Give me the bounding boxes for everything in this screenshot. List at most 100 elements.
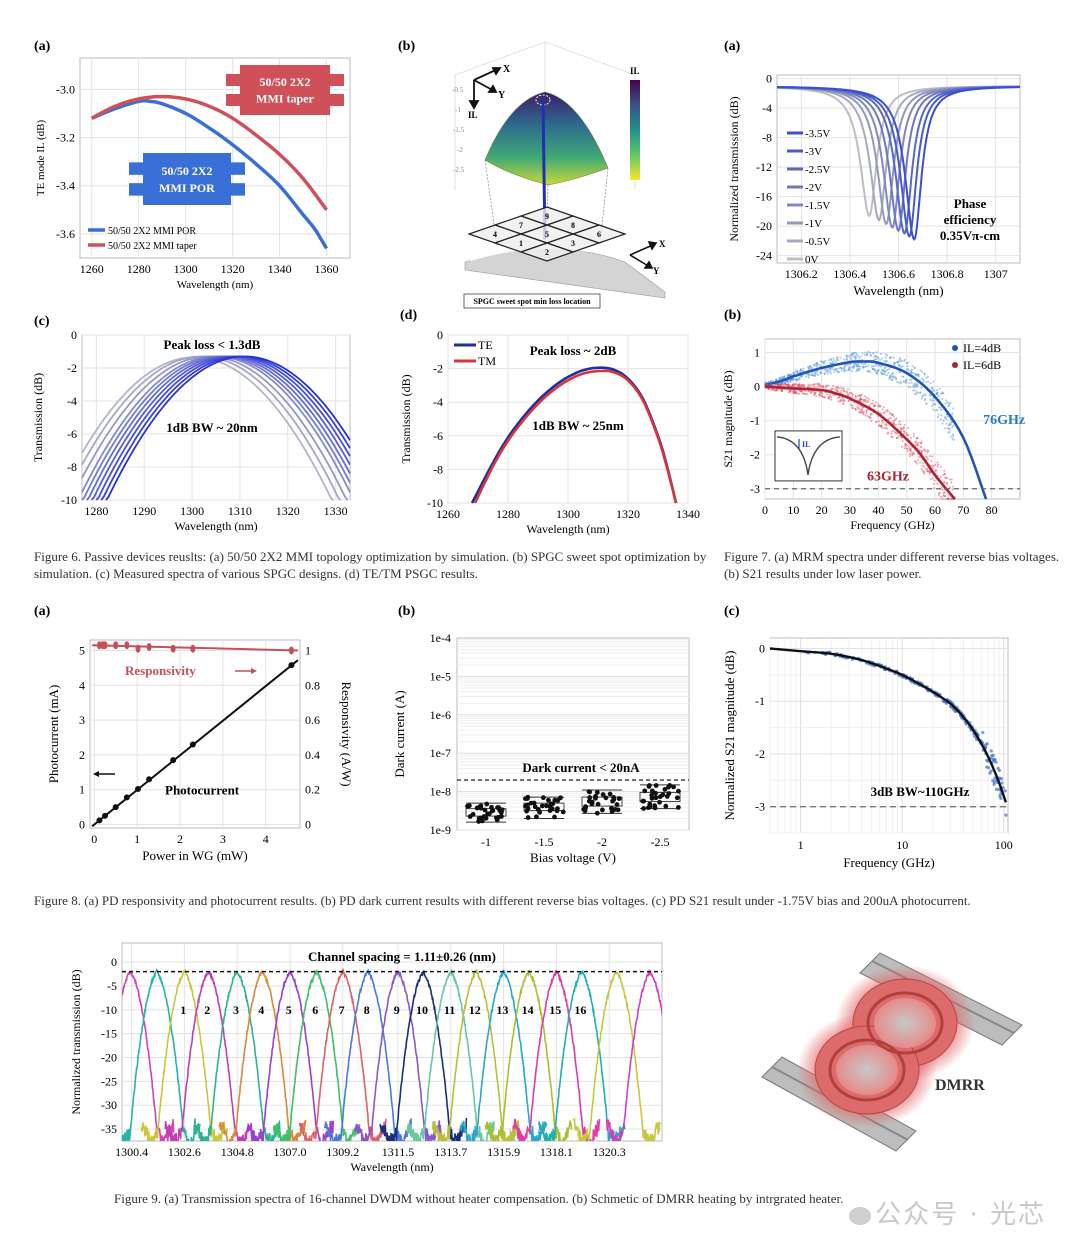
data-point bbox=[863, 354, 866, 357]
data-point bbox=[899, 371, 902, 374]
data-point bbox=[867, 397, 870, 400]
data-point bbox=[926, 458, 929, 461]
channel-label: 7 bbox=[339, 1003, 345, 1017]
y-tick-label: 0 bbox=[759, 642, 765, 656]
data-point bbox=[914, 444, 917, 447]
data-point bbox=[799, 368, 802, 371]
x-tick-label: 1306.8 bbox=[931, 267, 964, 281]
data-point bbox=[594, 789, 600, 795]
x-tick-label: 20 bbox=[816, 503, 828, 517]
data-point bbox=[781, 383, 784, 386]
data-point bbox=[988, 771, 992, 775]
data-point bbox=[850, 392, 853, 395]
x-tick-label: 1330 bbox=[324, 504, 348, 518]
data-point bbox=[815, 364, 818, 367]
y-axis-label: TE mode IL (dB) bbox=[35, 120, 47, 197]
data-point bbox=[826, 369, 829, 372]
x-tick-label: 0 bbox=[91, 832, 97, 846]
data-point bbox=[914, 393, 917, 396]
data-point bbox=[943, 481, 946, 484]
figure7-caption: Figure 7. (a) MRM spectra under differen… bbox=[724, 549, 1060, 581]
data-point bbox=[641, 806, 647, 811]
fig6b-panel: (b) -0.5 -1 -1.5 -2 -2.5 X Y IL IL bbox=[360, 30, 720, 310]
fig6c-panel: (c) 0 -2 -4 -6 -8 -10 1280 1290 1300 1310 1320 1330 T… bbox=[0, 305, 360, 540]
data-point bbox=[905, 447, 908, 450]
x-tick-label: 1315.9 bbox=[487, 1145, 520, 1159]
photocurrent-point bbox=[288, 662, 295, 669]
data-point bbox=[653, 790, 658, 796]
fit-line bbox=[769, 647, 1008, 803]
x-tick-label: 1307.0 bbox=[274, 1145, 307, 1159]
data-point bbox=[941, 488, 944, 491]
data-point bbox=[842, 358, 845, 361]
x-tick-label: 10 bbox=[787, 503, 799, 517]
grid-cell-label: 5 bbox=[545, 230, 549, 239]
annotation: Peak loss < 1.3dB bbox=[164, 337, 261, 352]
x-tick-label: 1320 bbox=[616, 507, 640, 521]
data-point bbox=[869, 371, 872, 374]
axes-triad-icon bbox=[468, 67, 502, 110]
data-point bbox=[860, 408, 863, 411]
data-point bbox=[877, 403, 880, 406]
data-point bbox=[812, 383, 815, 386]
data-point bbox=[614, 802, 620, 807]
x-tick-label: 1300.4 bbox=[115, 1145, 148, 1159]
data-point bbox=[892, 421, 895, 424]
data-point bbox=[890, 378, 893, 381]
data-point bbox=[886, 408, 889, 411]
panel-label: (c) bbox=[34, 314, 50, 329]
data-point bbox=[892, 415, 895, 418]
data-point bbox=[891, 372, 894, 375]
data-point bbox=[950, 421, 953, 424]
data-point bbox=[951, 437, 954, 440]
y-tick-label: -10 bbox=[101, 1003, 117, 1017]
data-point bbox=[893, 419, 896, 422]
data-point bbox=[674, 795, 680, 801]
channel-label: 15 bbox=[549, 1003, 561, 1017]
data-point bbox=[938, 387, 941, 390]
data-point bbox=[948, 422, 951, 425]
x-axis-label: Wavelength (nm) bbox=[350, 1160, 433, 1174]
y-tick-label: -6 bbox=[67, 427, 77, 441]
data-point bbox=[914, 389, 917, 392]
annotation-responsivity: Responsivity bbox=[125, 663, 196, 678]
data-point bbox=[911, 452, 914, 455]
data-point bbox=[813, 385, 816, 388]
y-tick-label: -2 bbox=[67, 361, 77, 375]
fig7a-panel: (a) 0 -4 -8 -12 -16 -20 -24 1306.2 1306.4 1306.6 13… bbox=[720, 30, 1080, 305]
y-tick-label: -3.0 bbox=[56, 82, 75, 96]
data-point bbox=[898, 420, 901, 423]
x-tick-label: 1306.2 bbox=[785, 267, 818, 281]
y-right-tick-label: 0.8 bbox=[305, 678, 320, 692]
responsivity-point bbox=[96, 641, 102, 650]
data-point bbox=[851, 353, 854, 356]
data-point bbox=[928, 455, 931, 458]
data-point bbox=[849, 362, 852, 365]
channel-spectrum bbox=[122, 967, 201, 1141]
data-point bbox=[921, 464, 924, 467]
data-point bbox=[868, 416, 871, 419]
x-tick-label: 1280 bbox=[84, 504, 108, 518]
y-axis-label: Normalized transmission (dB) bbox=[69, 969, 83, 1114]
data-point bbox=[939, 406, 942, 409]
figure6-caption: Figure 6. Passive devices reuslts: (a) 5… bbox=[34, 549, 707, 581]
y-tick-label: -6 bbox=[433, 429, 443, 443]
legend-label: TE bbox=[478, 338, 493, 352]
data-point bbox=[839, 391, 842, 394]
data-point bbox=[861, 352, 864, 355]
data-point bbox=[911, 365, 914, 368]
y-tick-label: 0 bbox=[71, 328, 77, 342]
y-tick-label: -4 bbox=[67, 394, 77, 408]
data-point bbox=[920, 377, 923, 380]
data-point bbox=[853, 352, 856, 355]
data-point bbox=[525, 815, 531, 820]
data-point bbox=[783, 375, 786, 378]
channel-label: 16 bbox=[574, 1003, 586, 1017]
data-point bbox=[904, 445, 907, 448]
data-point bbox=[937, 463, 940, 466]
data-point bbox=[807, 389, 810, 392]
data-point bbox=[535, 807, 541, 812]
data-point bbox=[671, 784, 676, 790]
wechat-icon bbox=[849, 1206, 872, 1225]
data-point bbox=[918, 392, 921, 395]
